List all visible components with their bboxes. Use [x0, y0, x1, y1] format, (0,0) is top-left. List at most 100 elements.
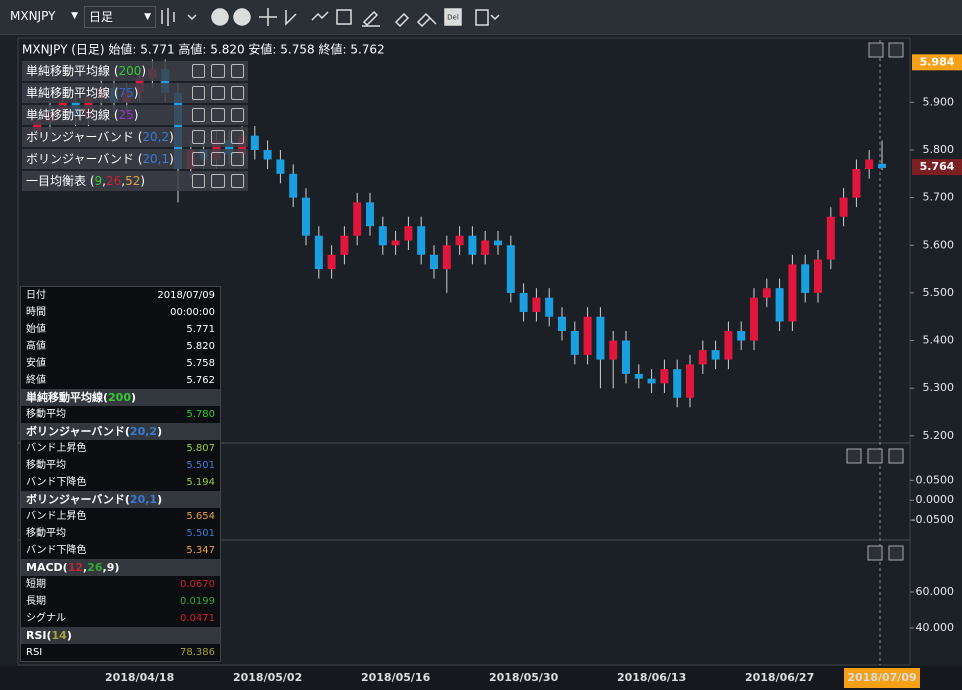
visibility-button[interactable] — [211, 152, 225, 166]
candle-body — [225, 140, 234, 155]
data-value: 0.0199 — [180, 596, 215, 607]
data-value: 5.780 — [186, 409, 215, 420]
legend-name: ボリンジャーバンド (20,2) — [26, 127, 186, 147]
legend-part: , — [102, 174, 106, 188]
data-value: 78.386 — [180, 647, 215, 658]
clipboard-icon[interactable] — [475, 9, 489, 26]
candle-body — [404, 226, 413, 241]
legend-row: ボリンジャーバンド (20,1) — [22, 149, 248, 169]
visibility-button[interactable] — [211, 130, 225, 144]
settings-button[interactable] — [192, 130, 206, 144]
data-row: 長期 0.0199 — [21, 593, 220, 610]
draw-icon[interactable] — [285, 10, 297, 26]
y-tick-label: 5.200 — [923, 429, 955, 442]
data-row: バンド下降色 5.194 — [21, 474, 220, 491]
pane-button[interactable] — [888, 42, 904, 58]
candle-body — [263, 149, 272, 160]
arrow-icon[interactable] — [187, 14, 197, 21]
x-label-highlight — [844, 668, 920, 688]
candle-body — [366, 202, 374, 227]
candle-body — [878, 163, 886, 169]
section-part: ) — [131, 391, 137, 404]
data-label: 終値 — [26, 375, 46, 386]
settings-button[interactable] — [192, 174, 206, 188]
data-value: 5.762 — [186, 375, 215, 386]
zoom-out[interactable] — [233, 8, 251, 26]
data-row: バンド上昇色 5.654 — [21, 508, 220, 525]
pane-button[interactable] — [888, 448, 904, 464]
symbol-text: MXNJPY — [10, 9, 56, 23]
legend-part: , — [121, 174, 126, 188]
arrow-icon[interactable] — [490, 14, 500, 21]
pane-button[interactable] — [846, 448, 862, 464]
legend-name: 単純移動平均線 (25) — [26, 105, 186, 125]
candle-body — [289, 173, 298, 198]
data-value: 5.771 — [186, 324, 215, 335]
visibility-button[interactable] — [211, 174, 225, 188]
visibility-button[interactable] — [211, 64, 225, 78]
save-icon[interactable] — [336, 9, 352, 25]
candle-body — [762, 288, 771, 298]
candle-body — [327, 254, 336, 270]
section-part: , — [102, 561, 107, 574]
settings-button[interactable] — [192, 86, 206, 100]
close-button[interactable] — [230, 130, 244, 144]
eraser-icon[interactable] — [394, 12, 410, 28]
section-part: RSI( — [26, 629, 52, 642]
zoom-in[interactable] — [211, 8, 229, 26]
move-icon[interactable] — [259, 8, 277, 26]
data-row: 始値 5.771 — [21, 321, 220, 338]
candle-body — [570, 331, 579, 355]
legend-part: 20,2 — [142, 130, 170, 144]
y-tick-label: -0.0500 — [912, 513, 954, 526]
legend-name: 単純移動平均線 (75) — [26, 83, 186, 103]
data-row: 移動平均 5.501 — [21, 525, 220, 542]
visibility-button[interactable] — [211, 108, 225, 122]
del-label: Del — [447, 14, 459, 22]
candle-body — [788, 264, 797, 322]
pen-icon[interactable] — [362, 10, 380, 27]
candle-body — [865, 159, 874, 170]
close-button[interactable] — [230, 152, 244, 166]
section-part: ) — [66, 629, 72, 642]
section-header: ボリンジャーバンド(20,1) — [21, 491, 220, 508]
legend-part: ) — [140, 174, 146, 188]
data-value: 00:00:00 — [170, 307, 215, 318]
pane-button[interactable] — [888, 545, 904, 561]
settings-button[interactable] — [192, 152, 206, 166]
legend-part: ) — [141, 64, 147, 78]
close-button[interactable] — [230, 64, 244, 78]
data-label: 安値 — [26, 358, 46, 369]
close-button[interactable] — [230, 108, 244, 122]
settings-button[interactable] — [192, 108, 206, 122]
data-value: 5.807 — [186, 443, 215, 454]
close-button[interactable] — [230, 86, 244, 100]
eraser-all-icon[interactable] — [416, 12, 437, 28]
pane-button[interactable] — [867, 448, 883, 464]
candle-body — [417, 226, 426, 255]
trend-icon[interactable] — [311, 11, 329, 21]
data-value: 5.758 — [186, 358, 215, 369]
timeframe-select[interactable]: 日足 ▼ — [84, 6, 156, 28]
settings-button[interactable] — [192, 64, 206, 78]
data-row: 移動平均 5.501 — [21, 457, 220, 474]
data-row: バンド上昇色 5.807 — [21, 440, 220, 457]
y-tick-label: 5.500 — [923, 286, 955, 299]
visibility-button[interactable] — [211, 86, 225, 100]
symbol-select[interactable]: MXNJPY ▼ — [6, 6, 82, 26]
candle-icon[interactable] — [161, 8, 175, 26]
indicator-legend: 単純移動平均線 (200) 単純移動平均線 (75) 単純移動平均線 (25) ボリン… — [22, 61, 248, 193]
data-label: 日付 — [26, 290, 46, 301]
del-icon[interactable] — [444, 8, 462, 26]
legend-row: 一目均衡表 (9,26,52) — [22, 171, 248, 191]
candle-body — [686, 364, 694, 398]
data-value: 5.820 — [186, 341, 215, 352]
data-label: 短期 — [26, 579, 46, 590]
x-tick-label: 2018/04/18 — [105, 671, 174, 684]
data-label: 時間 — [26, 307, 46, 318]
pane-button[interactable] — [868, 42, 884, 58]
candle-body — [468, 235, 477, 255]
close-button[interactable] — [230, 174, 244, 188]
y-tick-label: 0.0500 — [916, 473, 955, 486]
pane-button[interactable] — [867, 545, 883, 561]
